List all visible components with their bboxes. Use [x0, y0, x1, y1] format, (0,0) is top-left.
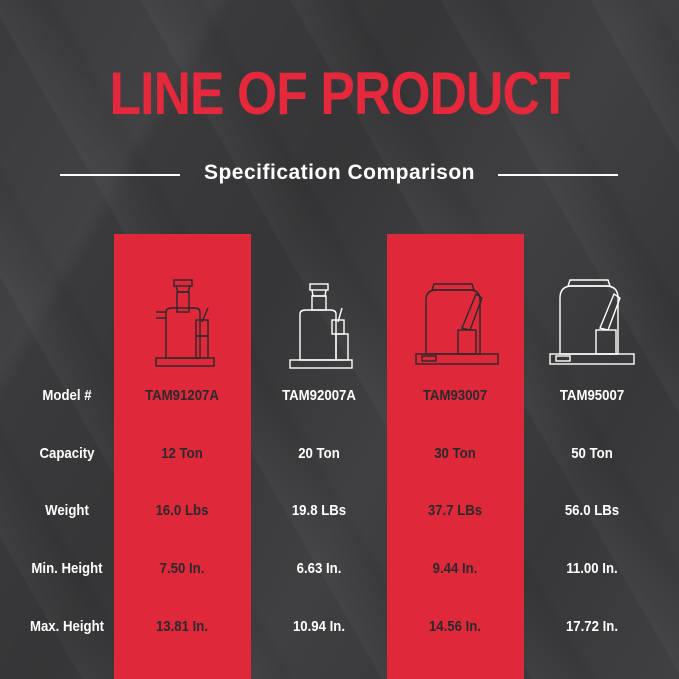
row-label-max-height: Max. Height [24, 618, 110, 635]
product-3-max-height: 14.56 In. [395, 618, 515, 635]
product-2-weight: 19.8 LBs [259, 502, 379, 519]
product-1-min-height: 7.50 In. [122, 560, 242, 577]
product-2-model: TAM92007A [259, 387, 379, 404]
subtitle-rule-right [498, 174, 618, 176]
product-3-min-height: 9.44 In. [395, 560, 515, 577]
product-4-capacity: 50 Ton [532, 445, 652, 462]
row-label-model: Model # [24, 387, 110, 404]
product-4-max-height: 17.72 In. [532, 618, 652, 635]
product-2-capacity: 20 Ton [259, 445, 379, 462]
product-3-capacity: 30 Ton [395, 445, 515, 462]
bottle-jack-50ton-icon [546, 276, 636, 370]
product-1-model: TAM91207A [122, 387, 242, 404]
product-3-weight: 37.7 LBs [395, 502, 515, 519]
product-1-weight: 16.0 Lbs [122, 502, 242, 519]
product-4-model: TAM95007 [532, 387, 652, 404]
bottle-jack-30ton-icon [412, 280, 500, 370]
product-3-model: TAM93007 [395, 387, 515, 404]
product-4-weight: 56.0 LBs [532, 502, 652, 519]
product-2-min-height: 6.63 In. [259, 560, 379, 577]
page-title: LINE OF PRODUCT [48, 62, 632, 126]
bottle-jack-20ton-icon [286, 282, 356, 370]
product-1-max-height: 13.81 In. [122, 618, 242, 635]
product-1-capacity: 12 Ton [122, 445, 242, 462]
product-4-min-height: 11.00 In. [532, 560, 652, 577]
bottle-jack-12ton-icon [148, 278, 218, 370]
page-subtitle: Specification Comparison [0, 160, 679, 186]
row-label-min-height: Min. Height [24, 560, 110, 577]
row-label-weight: Weight [24, 502, 110, 519]
product-2-max-height: 10.94 In. [259, 618, 379, 635]
row-label-capacity: Capacity [24, 445, 110, 462]
